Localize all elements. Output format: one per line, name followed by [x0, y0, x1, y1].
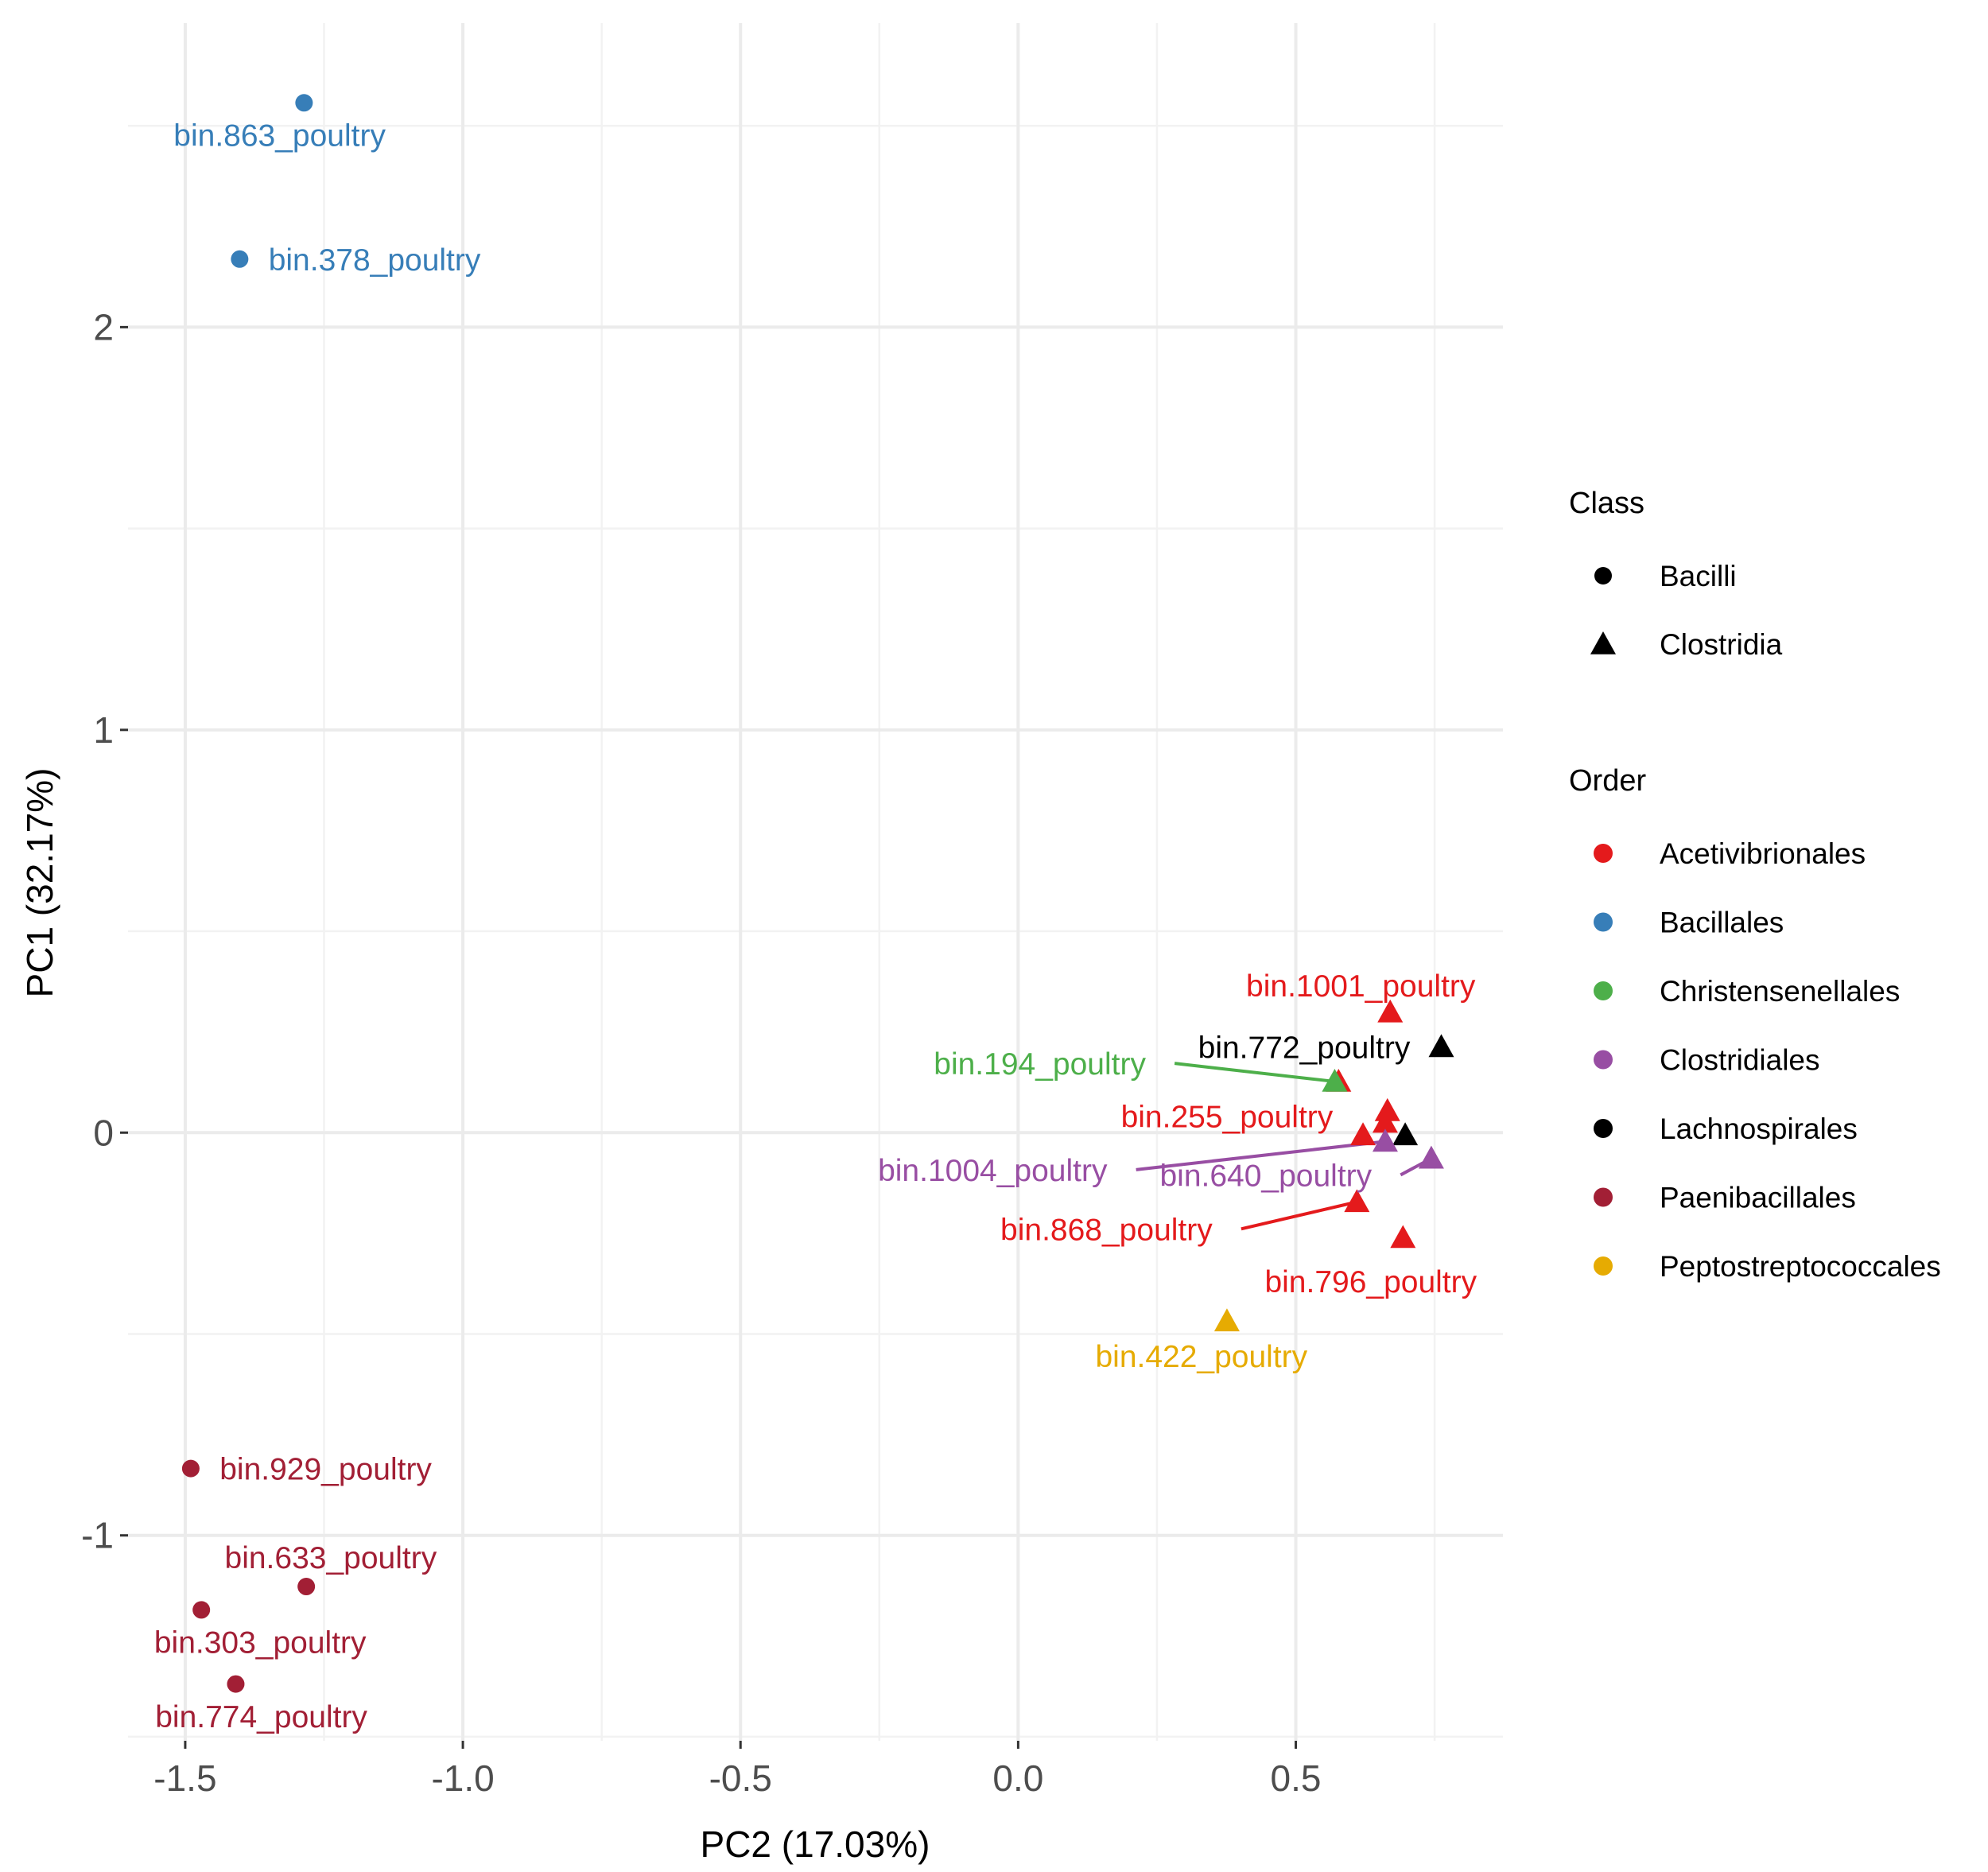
y-tick-label: 2 — [93, 306, 114, 348]
legend-order-label: Peptostreptococcales — [1660, 1250, 1941, 1283]
legend-class-symbol — [1594, 567, 1612, 585]
x-tick-label: -1.5 — [153, 1757, 216, 1799]
data-points — [181, 94, 1454, 1693]
legend-class-title: Class — [1569, 487, 1644, 520]
grid — [128, 23, 1503, 1741]
legend-order-label: Christensenellales — [1660, 975, 1900, 1008]
label-leaders — [1136, 1062, 1432, 1231]
point-label: bin.796_poultry — [1264, 1265, 1477, 1299]
x-tick-label: -1.0 — [431, 1757, 494, 1799]
data-point — [181, 1459, 200, 1478]
legend-class-symbol — [1590, 631, 1616, 654]
x-axis-title: PC2 (17.03%) — [701, 1823, 930, 1865]
legend-order-label: Clostridiales — [1660, 1044, 1820, 1077]
legend-order-label: Bacillales — [1660, 907, 1784, 939]
point-label: bin.929_poultry — [219, 1453, 432, 1487]
legend-order-label: Lachnospirales — [1660, 1113, 1858, 1145]
data-point — [1213, 1308, 1240, 1332]
data-point — [1372, 1128, 1398, 1152]
data-point — [192, 1601, 211, 1619]
x-tick-label: 0.0 — [992, 1757, 1043, 1799]
data-point — [1372, 1109, 1398, 1133]
point-label: bin.422_poultry — [1095, 1340, 1307, 1374]
data-point — [227, 1675, 245, 1693]
data-point — [1344, 1189, 1370, 1213]
data-point — [295, 94, 313, 112]
legend-order-title: Order — [1569, 764, 1646, 798]
data-point — [1350, 1122, 1376, 1146]
point-label: bin.303_poultry — [154, 1625, 367, 1660]
point-label: bin.774_poultry — [155, 1700, 367, 1734]
axes: -1.5 -1.0 -0.5 0.0 0.5 -1 0 1 2 — [81, 306, 1321, 1799]
y-axis-title: PC1 (32.17%) — [19, 768, 60, 998]
legend-class-label: Clostridia — [1660, 628, 1783, 661]
label-leader-line — [1241, 1200, 1357, 1231]
legend-order-symbol — [1594, 912, 1613, 932]
data-point — [1392, 1122, 1419, 1146]
point-label: bin.633_poultry — [225, 1541, 437, 1575]
y-tick-label: -1 — [81, 1515, 114, 1556]
legend-order-label: Acetivibrionales — [1660, 837, 1866, 870]
data-point — [1322, 1068, 1348, 1092]
data-point — [1377, 999, 1404, 1023]
label-leader-line — [1174, 1062, 1335, 1083]
legend-order-symbol — [1594, 1256, 1613, 1276]
data-point — [1390, 1225, 1416, 1249]
point-label: bin.378_poultry — [269, 243, 481, 278]
legend-class-label: Bacilli — [1660, 560, 1737, 592]
legend-order-label: Paenibacillales — [1660, 1182, 1856, 1214]
x-tick-label: -0.5 — [709, 1757, 772, 1799]
point-label: bin.863_poultry — [173, 118, 386, 153]
point-label: bin.772_poultry — [1198, 1031, 1411, 1065]
point-label: bin.194_poultry — [934, 1047, 1146, 1082]
data-point — [1374, 1097, 1400, 1121]
legend-order-symbol — [1594, 981, 1613, 1000]
data-point — [297, 1578, 316, 1596]
label-leader-line — [1136, 1140, 1386, 1171]
data-point — [1428, 1034, 1454, 1058]
point-label: bin.640_poultry — [1159, 1159, 1372, 1193]
point-labels: bin.863_poultry bin.378_poultry bin.929_po… — [154, 118, 1477, 1734]
legend: Class Bacilli Clostridia Order Acetivibriona… — [1569, 487, 1941, 1283]
x-tick-label: 0.5 — [1271, 1757, 1322, 1799]
y-tick-label: 0 — [93, 1112, 114, 1153]
y-tick-label: 1 — [93, 709, 114, 751]
data-point — [231, 250, 249, 268]
legend-order-symbol — [1594, 1119, 1613, 1138]
legend-order-symbol — [1594, 844, 1613, 863]
point-label: bin.1001_poultry — [1246, 969, 1476, 1004]
legend-order-symbol — [1594, 1187, 1613, 1207]
point-label: bin.255_poultry — [1121, 1100, 1334, 1134]
data-point — [1418, 1145, 1444, 1169]
legend-order-symbol — [1594, 1050, 1613, 1070]
point-label: bin.868_poultry — [1000, 1213, 1213, 1247]
point-label: bin.1004_poultry — [878, 1154, 1108, 1188]
